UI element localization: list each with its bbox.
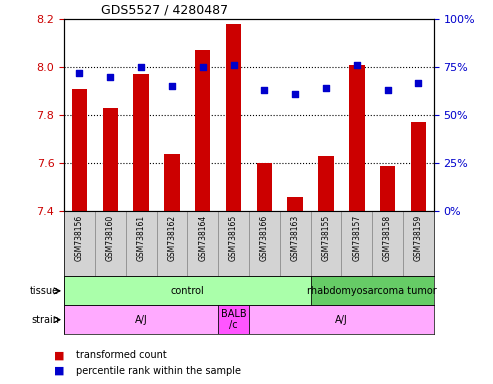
Point <box>415 79 423 86</box>
Point <box>260 87 268 93</box>
Bar <box>103 108 118 211</box>
Point <box>137 64 145 70</box>
Text: tissue: tissue <box>30 286 59 296</box>
Bar <box>164 154 179 211</box>
Point <box>230 62 238 68</box>
Bar <box>403 211 434 276</box>
Text: A/J: A/J <box>335 314 348 325</box>
Bar <box>126 211 157 276</box>
Text: A/J: A/J <box>135 314 147 325</box>
Bar <box>187 211 218 276</box>
Text: GSM738162: GSM738162 <box>168 214 176 261</box>
Bar <box>280 211 311 276</box>
Bar <box>380 166 395 211</box>
Bar <box>157 211 187 276</box>
Bar <box>411 122 426 211</box>
Text: GSM738159: GSM738159 <box>414 214 423 261</box>
Text: GSM738157: GSM738157 <box>352 214 361 261</box>
Bar <box>64 305 218 334</box>
Bar <box>64 276 311 305</box>
Bar <box>287 197 303 211</box>
Text: GSM738165: GSM738165 <box>229 214 238 261</box>
Point <box>353 62 361 68</box>
Text: control: control <box>171 286 204 296</box>
Text: percentile rank within the sample: percentile rank within the sample <box>76 366 242 376</box>
Text: GSM738160: GSM738160 <box>106 214 115 261</box>
Point <box>322 85 330 91</box>
Text: GSM738158: GSM738158 <box>383 214 392 261</box>
Point <box>106 74 114 80</box>
Point <box>168 83 176 89</box>
Bar <box>134 74 149 211</box>
Bar <box>218 305 249 334</box>
Point <box>291 91 299 97</box>
Point <box>75 70 83 76</box>
Bar <box>72 89 87 211</box>
Bar <box>226 24 241 211</box>
Text: GSM738166: GSM738166 <box>260 214 269 261</box>
Text: ■: ■ <box>54 366 65 376</box>
Bar <box>311 211 341 276</box>
Bar <box>249 211 280 276</box>
Bar <box>257 163 272 211</box>
Bar <box>64 211 95 276</box>
Text: rhabdomyosarcoma tumor: rhabdomyosarcoma tumor <box>307 286 437 296</box>
Text: ■: ■ <box>54 350 65 360</box>
Text: GSM738163: GSM738163 <box>291 214 300 261</box>
Bar <box>372 211 403 276</box>
Text: GSM738156: GSM738156 <box>75 214 84 261</box>
Bar <box>311 276 434 305</box>
Text: strain: strain <box>31 314 59 325</box>
Point <box>384 87 391 93</box>
Text: GDS5527 / 4280487: GDS5527 / 4280487 <box>101 3 228 17</box>
Text: GSM738164: GSM738164 <box>198 214 207 261</box>
Text: transformed count: transformed count <box>76 350 167 360</box>
Bar <box>195 50 211 211</box>
Text: GSM738155: GSM738155 <box>321 214 330 261</box>
Point <box>199 64 207 70</box>
Text: BALB
/c: BALB /c <box>221 309 246 331</box>
Bar <box>349 65 364 211</box>
Text: GSM738161: GSM738161 <box>137 214 145 261</box>
Bar <box>318 156 334 211</box>
Bar <box>95 211 126 276</box>
Bar <box>218 211 249 276</box>
Bar <box>341 211 372 276</box>
Bar <box>249 305 434 334</box>
